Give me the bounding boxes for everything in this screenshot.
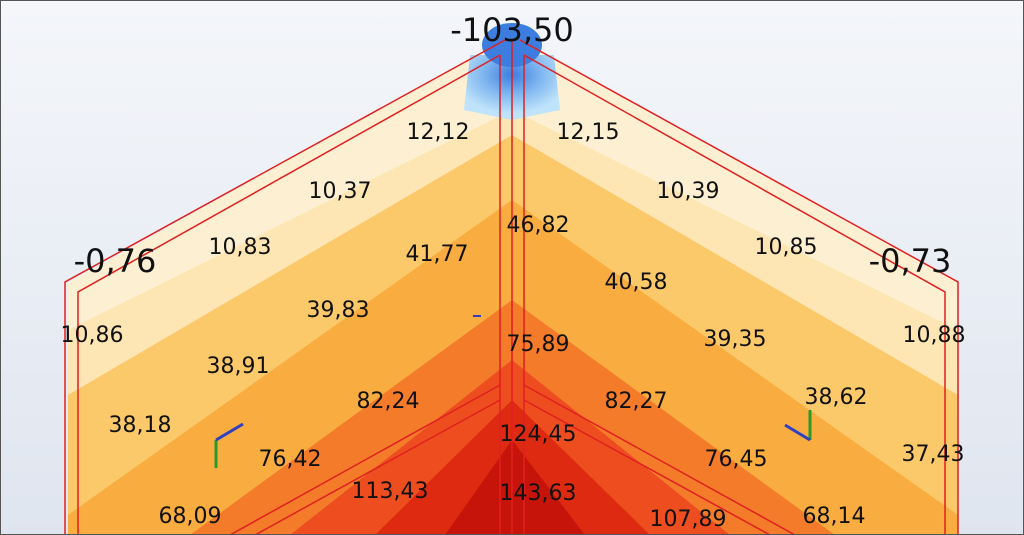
contour-bands [68,23,958,535]
value-label: 10,85 [755,235,818,260]
value-label: 82,24 [357,389,420,414]
value-label: 37,43 [902,442,965,467]
value-label: 46,82 [507,213,570,238]
value-label: 113,43 [352,479,429,504]
value-label: 12,12 [407,120,470,145]
value-label: 10,37 [309,179,372,204]
axis-icons [214,315,812,468]
value-label: 68,09 [159,504,222,529]
value-label: 76,42 [259,447,322,472]
value-label: 38,18 [109,413,172,438]
value-label: 12,15 [557,120,620,145]
value-label: -0,73 [869,242,952,280]
value-label: 124,45 [500,422,577,447]
value-label: -103,50 [450,11,574,49]
value-label: -0,76 [74,242,157,280]
value-label: 107,89 [650,507,727,532]
value-labels: -103,50 -0,76 -0,73 12,12 12,15 10,37 10,39 10,… [61,11,966,532]
value-label: 38,62 [805,385,868,410]
value-label: 10,39 [657,179,720,204]
value-label: 76,45 [705,447,768,472]
value-label: 10,83 [209,235,272,260]
value-label: 75,89 [507,332,570,357]
value-label: 10,88 [903,323,966,348]
value-label: 143,63 [500,481,577,506]
value-label: 10,86 [61,323,124,348]
value-label: 39,83 [307,298,370,323]
value-label: 41,77 [406,242,469,267]
value-label: 40,58 [605,270,668,295]
value-label: 38,91 [207,354,270,379]
value-label: 39,35 [704,327,767,352]
value-label: 68,14 [803,504,866,529]
element-outlines [64,39,959,535]
value-label: 82,27 [605,389,668,414]
